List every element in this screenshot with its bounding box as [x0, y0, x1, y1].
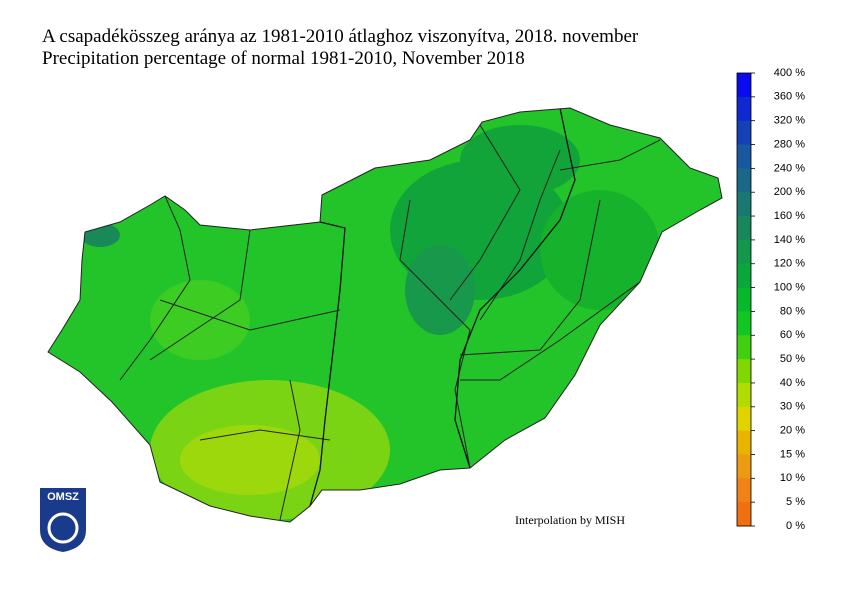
credit: Interpolation by MISH — [515, 513, 625, 527]
title-en: Precipitation percentage of normal 1981-… — [42, 48, 525, 69]
legend: 400 % 360 % 320 % 280 % 240 % 200 % 160 % 140 %… — [736, 67, 805, 532]
legend-label: 240 % — [774, 162, 805, 174]
legend-swatch — [737, 478, 751, 503]
legend-swatch — [737, 382, 751, 408]
county-borders — [119, 124, 661, 521]
legend-label: 160 % — [774, 210, 805, 222]
legend-label: 400 % — [774, 67, 805, 79]
legend-label: 15 % — [780, 448, 805, 460]
legend-swatch — [737, 96, 751, 122]
legend-label: 100 % — [774, 281, 805, 293]
legend-swatch — [737, 430, 751, 455]
legend-frame — [736, 72, 752, 527]
legend-label: 60 % — [780, 329, 805, 341]
map-patch — [80, 223, 120, 247]
legend-swatch — [737, 335, 751, 360]
legend-label: 40 % — [780, 377, 805, 389]
legend-label: 360 % — [774, 91, 805, 103]
map-patch — [180, 425, 320, 495]
logo: OMSZ — [40, 488, 86, 552]
map-patch — [150, 280, 250, 360]
legend-swatch — [737, 120, 751, 146]
legend-label: 140 % — [774, 234, 805, 246]
legend-label: 30 % — [780, 401, 805, 413]
legend-label: 200 % — [774, 186, 805, 198]
legend-label: 5 % — [786, 496, 805, 508]
map-patch — [405, 245, 475, 335]
legend-swatch — [737, 216, 751, 241]
legend-label: 320 % — [774, 115, 805, 127]
legend-label: 280 % — [774, 138, 805, 150]
legend-swatch — [737, 168, 751, 193]
legend-label: 10 % — [780, 472, 805, 484]
legend-label: 50 % — [780, 353, 805, 365]
map-patch — [540, 190, 660, 310]
legend-swatch — [737, 73, 751, 98]
legend-label: 80 % — [780, 305, 805, 317]
legend-label: 20 % — [780, 425, 805, 437]
title-hu: A csapadékösszeg aránya az 1981-2010 átl… — [42, 26, 639, 47]
legend-swatch — [737, 287, 751, 312]
legend-swatch — [737, 311, 751, 336]
logo-text: OMSZ — [47, 491, 79, 503]
map — [48, 108, 722, 522]
legend-label: 120 % — [774, 258, 805, 270]
legend-label: 0 % — [786, 520, 805, 532]
rivers — [309, 108, 576, 507]
map-patch — [460, 125, 580, 195]
legend-swatch — [737, 502, 751, 527]
legend-swatch — [737, 359, 751, 384]
legend-swatch — [737, 454, 751, 479]
legend-swatch — [737, 263, 751, 289]
legend-swatch — [737, 144, 751, 169]
logo-swirl — [47, 512, 79, 544]
legend-swatch — [737, 192, 751, 217]
legend-swatch — [737, 406, 751, 432]
legend-swatch — [737, 239, 751, 265]
